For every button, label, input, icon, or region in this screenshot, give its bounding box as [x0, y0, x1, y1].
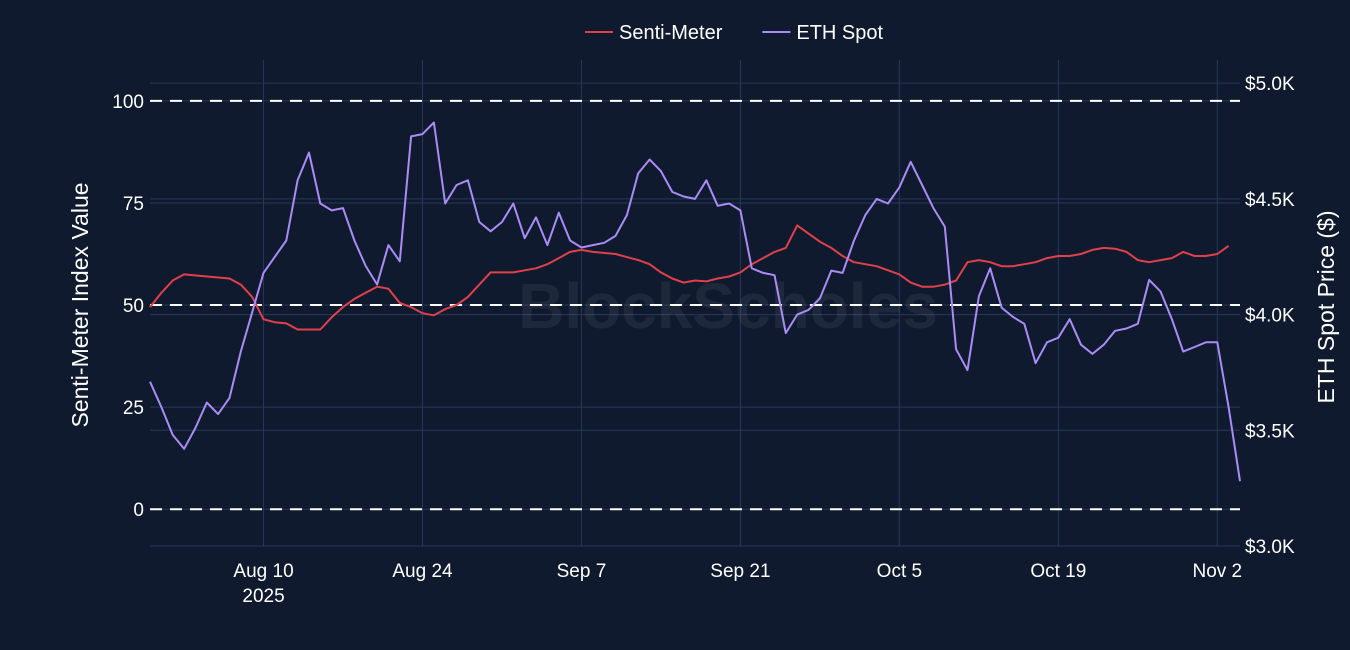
x-tick-label: Aug 10 [233, 561, 293, 582]
y-right-tick-label: $4.0K [1245, 306, 1295, 327]
y-left-tick-label: 100 [112, 92, 144, 113]
y-right-tick-label: $3.0K [1245, 537, 1295, 558]
watermark: BlockScholes [518, 270, 938, 342]
y-axis-left: 0 25 50 75 100 [112, 92, 144, 521]
series-lines [149, 121, 1241, 482]
y-left-tick-label: 75 [123, 194, 144, 215]
x-tick-label: Oct 19 [1030, 561, 1086, 582]
y-axis-left-title: Senti-Meter Index Value [67, 182, 93, 427]
y-axis-right-title: ETH Spot Price ($) [1313, 211, 1339, 404]
x-tick-label: Sep 7 [557, 561, 607, 582]
y-left-tick-label: 50 [123, 296, 144, 317]
legend-item-label: ETH Spot [796, 22, 883, 44]
y-left-tick-label: 25 [123, 398, 144, 419]
y-left-tick-label: 0 [133, 500, 144, 521]
x-tick-label: Oct 5 [877, 561, 922, 582]
y-axis-right: $3.0K $3.5K $4.0K $4.5K $5.0K [1245, 74, 1295, 558]
series-line-senti-meter [149, 224, 1230, 331]
x-tick-label: Nov 2 [1192, 561, 1242, 582]
y-right-tick-label: $5.0K [1245, 74, 1295, 95]
x-axis: Aug 10 2025 Aug 24 Sep 7 Sep 21 Oct 5 Oct 19 No… [233, 561, 1242, 607]
x-tick-sublabel: 2025 [242, 586, 284, 607]
legend-item-label: Senti-Meter [619, 22, 723, 44]
legend: Senti-Meter ETH Spot [585, 22, 884, 44]
x-tick-label: Aug 24 [392, 561, 453, 582]
reference-lines [150, 99, 1240, 511]
y-right-tick-label: $4.5K [1245, 190, 1295, 211]
series-line-eth-spot [149, 121, 1241, 482]
x-tick-label: Sep 21 [710, 561, 770, 582]
y-right-tick-label: $3.5K [1245, 421, 1295, 442]
